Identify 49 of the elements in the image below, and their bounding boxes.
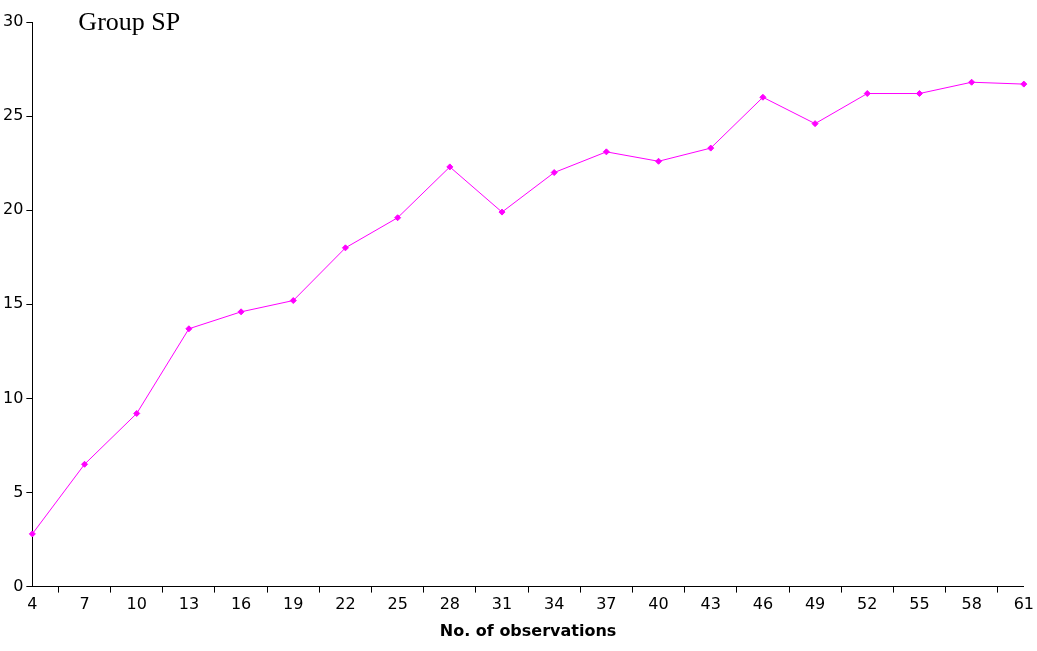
x-tick-label: 58: [961, 594, 982, 614]
point: [915, 90, 923, 98]
point: [498, 208, 506, 216]
point: [602, 148, 610, 156]
point: [446, 163, 454, 171]
x-tick-label: 13: [178, 594, 200, 614]
x-tick-label: 37: [596, 594, 617, 614]
y-tick-label: 20: [3, 199, 24, 219]
x-axis-title: No. of observations: [439, 620, 617, 640]
x-tick-label: 19: [283, 594, 304, 614]
point: [550, 169, 558, 177]
x-tick-label: 49: [804, 594, 826, 614]
point: [28, 530, 36, 538]
point: [968, 78, 976, 86]
point: [81, 460, 89, 468]
x-tick-label: 55: [909, 594, 930, 614]
x-tick-label: 52: [857, 594, 878, 614]
point: [759, 93, 767, 101]
point: [185, 325, 193, 333]
y-tick-label: 10: [3, 387, 24, 407]
x-tick-label: 34: [544, 594, 565, 614]
x-tick-label: 28: [439, 594, 460, 614]
point: [655, 157, 663, 165]
y-tick-label: 5: [13, 481, 24, 501]
chart-title: Group SP: [78, 6, 181, 36]
point: [1020, 80, 1028, 88]
y-tick-label: 25: [3, 105, 24, 125]
point: [863, 90, 871, 98]
x-tick-label: 10: [126, 594, 147, 614]
point: [707, 144, 715, 152]
point: [133, 409, 141, 417]
x-tick-label: 43: [700, 594, 721, 614]
x-tick-label: 16: [230, 594, 252, 614]
point: [289, 297, 297, 305]
point: [811, 120, 819, 128]
x-tick-label: 40: [648, 594, 669, 614]
point: [394, 214, 402, 222]
x-tick-label: 31: [491, 594, 513, 614]
point: [341, 244, 349, 252]
y-tick-label: 30: [3, 11, 24, 31]
point: [237, 308, 245, 316]
x-tick-label: 4: [27, 594, 38, 614]
y-tick-label: 0: [13, 575, 24, 595]
x-tick-label: 22: [335, 594, 356, 614]
x-tick-label: 46: [752, 594, 774, 614]
x-tick-label: 25: [387, 594, 408, 614]
x-tick-label: 7: [79, 594, 90, 614]
x-tick-label: 61: [1013, 594, 1034, 614]
y-tick-label: 15: [3, 293, 24, 313]
